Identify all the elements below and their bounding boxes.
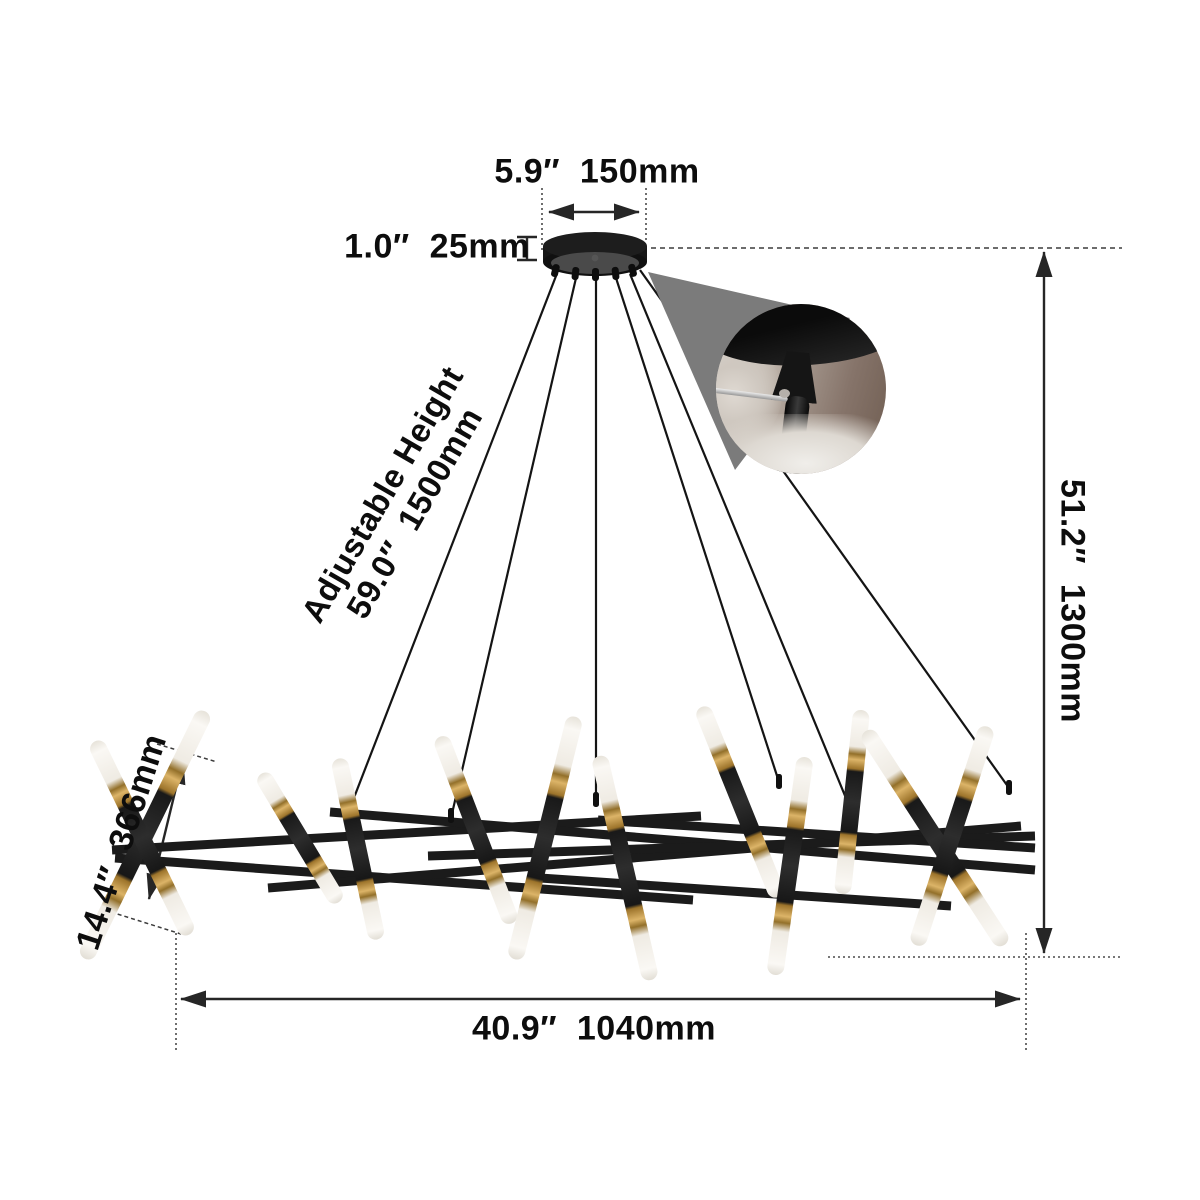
- frame-bar: [539, 873, 952, 911]
- light-tubes: [79, 706, 1009, 981]
- dimension-lines: [110, 188, 1122, 1051]
- canopy-height-label: 1.0″ 25mm: [344, 227, 530, 266]
- overall-height-label: 51.2″ 1300mm: [1053, 479, 1092, 723]
- detail-inset-photo: [716, 304, 886, 474]
- inset-set-screw: [779, 389, 790, 398]
- inset-fabric: [716, 414, 886, 474]
- canopy-top: [543, 232, 647, 260]
- light-tube: [434, 736, 518, 924]
- light-tube: [767, 756, 813, 976]
- light-tube: [332, 758, 384, 940]
- extension-line: [110, 911, 182, 935]
- light-tube: [90, 740, 194, 936]
- frame-bars: [111, 807, 1036, 911]
- light-tube: [861, 729, 1009, 947]
- cable-glands: [551, 263, 637, 281]
- cable: [449, 277, 578, 819]
- light-tube: [592, 755, 658, 981]
- light-tube: [508, 716, 582, 960]
- light-tube: [910, 726, 994, 946]
- light-tube: [257, 772, 343, 904]
- light-tube: [834, 709, 870, 895]
- suspension-cables: [348, 269, 1010, 821]
- cable: [614, 277, 781, 783]
- fixture-width-label: 40.9″ 1040mm: [472, 1009, 716, 1048]
- cable: [348, 275, 558, 809]
- canopy-width-label: 5.9″ 150mm: [494, 152, 700, 191]
- frame-bar: [597, 815, 1036, 853]
- cable: [628, 273, 857, 821]
- canopy-height-bracket: [517, 235, 537, 262]
- frame-bar: [329, 807, 1036, 875]
- light-tube: [696, 706, 784, 898]
- ceiling-canopy: [543, 232, 647, 281]
- canopy-screw: [591, 254, 599, 262]
